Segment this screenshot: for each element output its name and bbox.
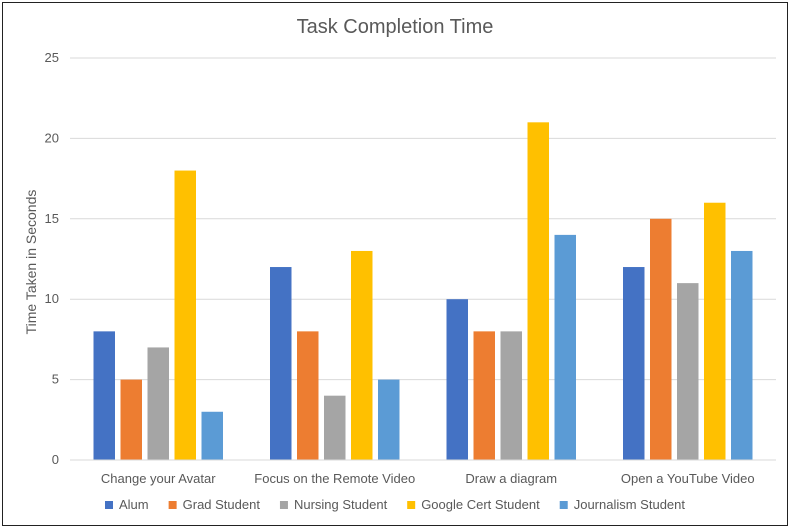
category-label: Focus on the Remote Video	[254, 471, 415, 486]
legend-item: Nursing Student	[279, 497, 388, 512]
y-axis-label: Time Taken in Seconds	[23, 190, 39, 335]
legend-swatch	[105, 501, 113, 509]
bar	[174, 170, 196, 460]
y-tick-label: 10	[45, 291, 59, 306]
y-tick-label: 5	[52, 372, 59, 387]
y-tick-label: 25	[45, 50, 59, 65]
y-tick-label: 0	[52, 452, 59, 467]
legend-item: Google Cert Student	[407, 497, 540, 512]
category-label: Open a YouTube Video	[621, 471, 755, 486]
bar	[473, 331, 495, 460]
bar	[270, 267, 292, 460]
bar	[704, 202, 726, 460]
bar	[500, 331, 522, 460]
bar	[378, 379, 400, 460]
y-tick-label: 15	[45, 211, 59, 226]
bars	[93, 122, 753, 460]
bar	[446, 299, 468, 460]
legend-item: Grad Student	[168, 497, 261, 512]
bar	[623, 267, 645, 460]
legend-label: Nursing Student	[294, 497, 388, 512]
category-labels: Change your Avatar Focus on the Remote Vi…	[101, 471, 755, 486]
y-tick-label: 20	[45, 130, 59, 145]
bar	[677, 283, 699, 460]
bar	[731, 250, 753, 460]
chart-title: Task Completion Time	[297, 16, 494, 38]
bar	[297, 331, 319, 460]
legend-swatch	[559, 501, 568, 509]
bar	[650, 218, 672, 460]
category-label: Change your Avatar	[101, 471, 216, 486]
legend-item: Journalism Student	[559, 497, 686, 512]
bar-chart: Task Completion Time Time Taken in Secon…	[23, 16, 776, 512]
bar	[554, 234, 576, 460]
legend-label: Google Cert Student	[421, 497, 540, 512]
bar	[324, 395, 346, 460]
legend-swatch	[279, 501, 288, 509]
bar	[120, 379, 142, 460]
legend: Alum Grad Student Nursing Student Google Ce…	[105, 497, 685, 512]
bar	[527, 122, 549, 460]
bar	[351, 250, 373, 460]
legend-label: Journalism Student	[574, 497, 686, 512]
bar	[147, 347, 169, 460]
bar	[201, 411, 223, 460]
legend-swatch	[407, 501, 416, 509]
category-label: Draw a diagram	[465, 471, 557, 486]
legend-label: Grad Student	[183, 497, 261, 512]
bar	[93, 331, 115, 460]
legend-item: Alum	[105, 497, 149, 512]
legend-swatch	[168, 501, 177, 509]
legend-label: Alum	[119, 497, 149, 512]
y-tick-labels: 0 5 10 15 20 25	[45, 50, 59, 467]
